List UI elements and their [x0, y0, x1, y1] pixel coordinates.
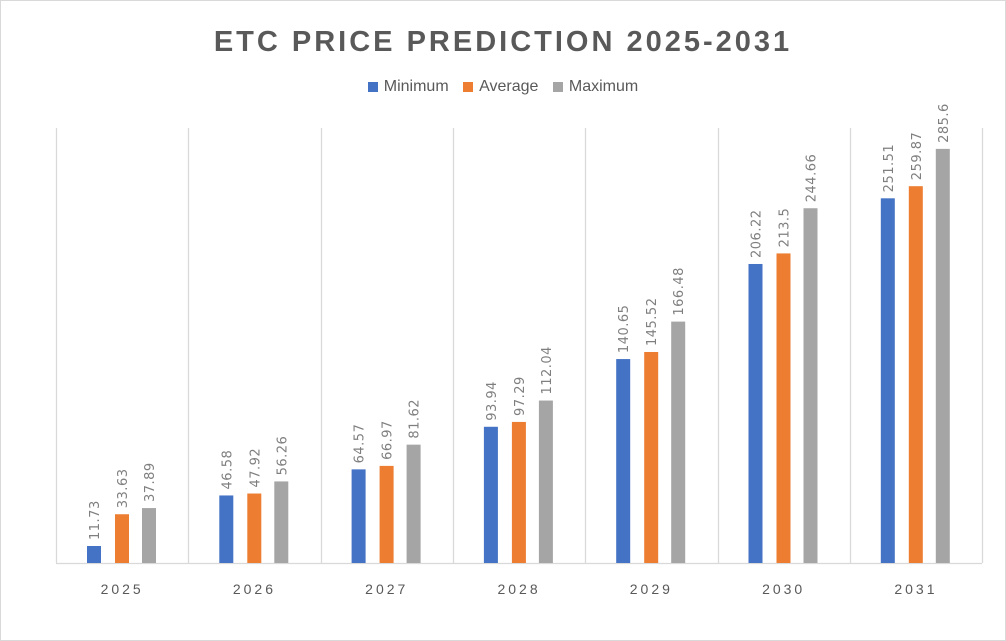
- bar-maximum: [406, 444, 421, 563]
- bar-minimum: [616, 359, 631, 563]
- data-label: 166.48: [672, 267, 687, 316]
- data-label: 66.97: [381, 420, 396, 460]
- legend-label: Average: [479, 78, 539, 95]
- x-tick-label: 2031: [894, 581, 937, 597]
- x-tick-label: 2030: [762, 581, 805, 597]
- legend-item-minimum: Minimum: [367, 78, 449, 96]
- data-label: 259.87: [910, 132, 925, 181]
- data-label: 251.51: [882, 144, 897, 193]
- data-label: 46.58: [220, 450, 235, 490]
- legend-swatch: [463, 82, 474, 92]
- x-tick-label: 2029: [630, 581, 673, 597]
- legend-label: Minimum: [383, 78, 449, 95]
- bar-maximum: [935, 148, 950, 563]
- bar-minimum: [880, 198, 895, 564]
- data-label: 93.94: [485, 381, 500, 421]
- x-tick-label: 2025: [101, 581, 144, 597]
- bar-minimum: [483, 426, 498, 563]
- bar-average: [908, 186, 923, 563]
- bar-average: [115, 514, 129, 563]
- x-tick-label: 2028: [497, 581, 540, 597]
- data-label: 47.92: [248, 448, 263, 488]
- legend: Minimum Average Maximum: [0, 78, 1006, 97]
- bar-minimum: [87, 545, 101, 563]
- bar-average: [644, 351, 659, 563]
- bar-average: [776, 253, 791, 564]
- bar-average: [247, 493, 262, 563]
- data-label: 97.29: [513, 376, 528, 416]
- data-label: 11.73: [88, 500, 103, 540]
- bar-minimum: [219, 495, 234, 563]
- bar-minimum: [748, 263, 763, 563]
- bar-maximum: [142, 508, 156, 563]
- data-label: 112.04: [540, 346, 555, 395]
- data-label: 206.22: [750, 209, 765, 258]
- bar-maximum: [671, 321, 686, 563]
- data-label: 213.5: [778, 208, 793, 248]
- legend-swatch: [552, 82, 563, 92]
- data-label: 37.89: [143, 462, 158, 502]
- legend-swatch: [367, 82, 378, 92]
- legend-item-maximum: Maximum: [552, 78, 639, 96]
- data-label: 81.62: [408, 399, 423, 439]
- data-label: 140.65: [617, 305, 632, 354]
- data-label: 64.57: [353, 424, 368, 464]
- data-label: 244.66: [805, 154, 820, 203]
- chart-title: ETC PRICE PREDICTION 2025-2031: [213, 26, 793, 58]
- data-label: 285.6: [937, 103, 952, 143]
- x-tick-label: 2026: [233, 581, 276, 597]
- bar-average: [511, 421, 526, 563]
- data-label: 33.63: [116, 469, 131, 509]
- x-tick-label: 2027: [365, 581, 408, 597]
- bar-maximum: [803, 208, 818, 564]
- bar-maximum: [538, 400, 553, 563]
- bar-maximum: [274, 481, 289, 563]
- bar-minimum: [351, 469, 366, 563]
- data-label: 56.26: [275, 436, 290, 476]
- bar-average: [379, 465, 394, 563]
- legend-label: Maximum: [568, 78, 639, 95]
- legend-item-average: Average: [463, 78, 538, 96]
- data-label: 145.52: [645, 297, 660, 346]
